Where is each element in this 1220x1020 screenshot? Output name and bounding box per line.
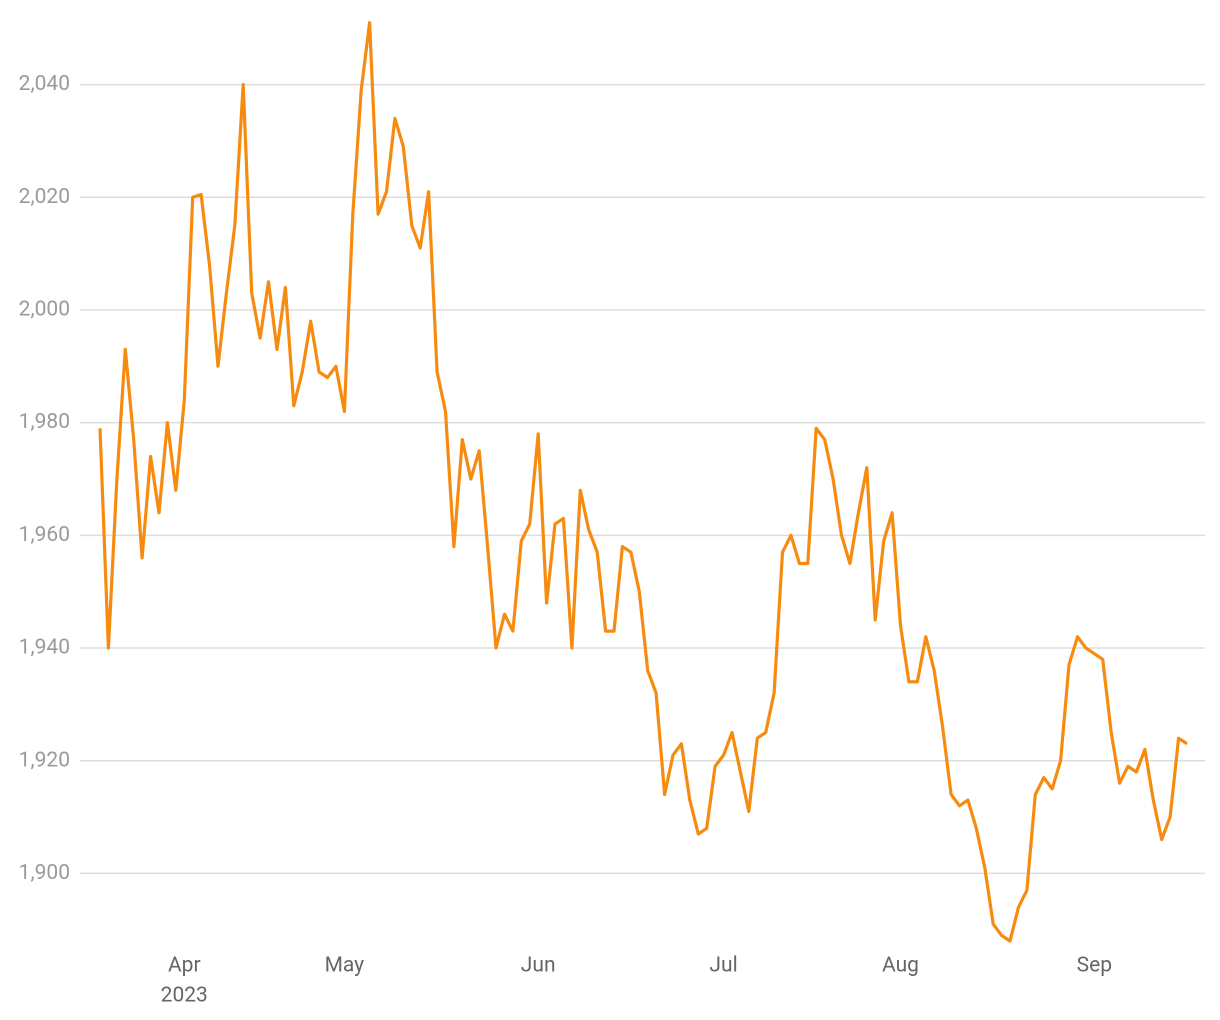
y-tick-label: 2,040 (19, 72, 70, 96)
y-tick-label: 2,000 (19, 298, 70, 322)
x-tick-label: Jun (521, 954, 556, 978)
x-tick-label: Sep (1077, 954, 1112, 978)
y-tick-label: 1,940 (19, 636, 70, 660)
x-tick-label: Apr (168, 954, 201, 978)
price-line (98, 21, 1188, 943)
y-tick-label: 1,900 (19, 861, 70, 885)
x-tick-label: May (325, 954, 365, 978)
x-tick-label: Jul (709, 954, 737, 978)
x-year-label: 2023 (161, 984, 208, 1008)
y-tick-label: 1,980 (19, 410, 70, 434)
y-tick-label: 2,020 (19, 185, 70, 209)
x-tick-label: Aug (882, 954, 919, 978)
y-tick-label: 1,960 (19, 523, 70, 547)
y-tick-label: 1,920 (19, 748, 70, 772)
